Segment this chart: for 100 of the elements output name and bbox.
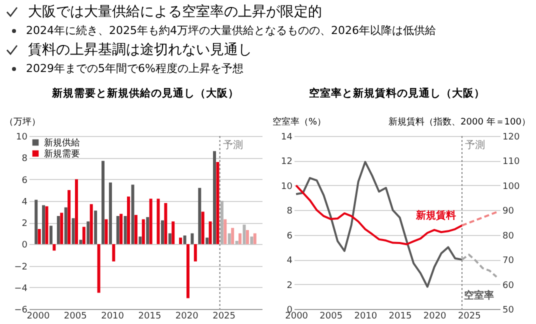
text: 大阪では大量供給による空室率の上昇が限定的 [28,3,322,22]
bar [138,236,142,244]
bar [134,214,138,244]
bar [97,244,100,293]
bar [68,190,71,244]
bar [131,184,134,244]
line-series [295,160,463,288]
bar [38,228,41,244]
y-tick-label: 4 [286,256,293,266]
bar [194,244,197,262]
y-tick-label: −4 [14,284,28,294]
bar [216,162,220,244]
x-tick-label: 2015 [388,312,412,322]
x-tick-label: 2025 [458,312,481,322]
y2-tick-label: 50 [502,306,514,316]
bar [250,236,254,244]
y-axis-title: （万坪） [4,116,40,128]
y-tick-label: 12 [281,157,292,168]
bar [86,221,90,244]
y2-tick-label: 100 [502,182,520,192]
series-label: 新規賃料 [414,209,456,222]
legend-label: 新規需要 [44,148,80,160]
bar [82,226,86,244]
line-series [295,184,463,246]
line-series [460,254,498,278]
bar [179,238,182,244]
y-tick-label: 0 [22,240,28,251]
y2-tick-label: 90 [502,206,514,217]
bar [186,244,190,298]
bar [198,188,202,244]
x-tick-label: 2025 [212,312,236,322]
bar [235,240,238,244]
x-tick-label: 2000 [26,312,50,322]
y2-tick-label: 70 [502,256,514,266]
x-tick-label: 2020 [423,312,447,322]
bar [79,240,82,244]
y2-tick-label: 60 [502,280,514,291]
y-tick-label: 8 [22,154,28,164]
bar [156,198,160,244]
bar [220,200,224,244]
x-tick-label: 2010 [354,312,378,322]
bar [160,220,164,244]
x-tick-label: 2005 [64,312,87,322]
bar [242,224,246,244]
bar [116,216,120,244]
bar [246,230,249,244]
y2-tick-label: 80 [502,231,514,242]
y-tick-label: 10 [16,132,28,142]
ref-line-label: 予測 [464,139,485,151]
ref-line-label: 予測 [222,139,243,151]
bar [74,179,78,244]
x-tick-label: 2005 [320,312,343,322]
bar [206,238,209,244]
y-tick-label: 14 [281,132,293,142]
bar [127,196,130,244]
bar [190,233,194,244]
bar [253,233,256,244]
y-tick-label: 6 [22,176,28,186]
bar [42,205,46,244]
text: 2024年に続き、2025年も約4万坪の大量供給となるものの、2026年以降は低供給 [26,23,436,39]
x-tick-label: 2015 [138,312,162,322]
text: 2029年までの5年間で6%程度の上昇を予想 [26,61,244,77]
bar [45,206,48,244]
bar [213,151,216,244]
text: 空室率 [464,290,494,302]
bar [146,217,150,244]
bar [104,219,108,244]
x-tick-label: 2020 [175,312,199,322]
bar [60,212,64,244]
bar [120,214,123,244]
text: 賃料の上昇基調は途切れない見通し [28,41,252,60]
bar [52,244,56,251]
y-tick-label: 4 [22,197,28,208]
bar [72,218,75,244]
y-tick-label: −6 [14,306,28,316]
bar [168,233,172,244]
chart-title: 空室率と新規賃料の見通し（大阪） [309,86,485,100]
bar [142,219,145,244]
chart-title: 新規需要と新規供給の見通し（大阪） [51,86,239,100]
bar [64,207,68,244]
y2-axis-title: 新規賃料（指数、2000 年＝100） [388,116,530,128]
y-tick-label: 2 [286,280,292,291]
y-tick-label: 2 [22,219,28,229]
bar [231,228,234,244]
bar [164,203,168,244]
bar [34,200,38,244]
bar [172,221,175,244]
bar [90,204,93,244]
bar [208,221,212,244]
bar [238,233,242,244]
bar [224,219,227,244]
bar [112,244,116,262]
bar [124,216,127,244]
y-tick-label: 8 [286,206,293,217]
bar [228,233,231,244]
bar [183,235,186,244]
y-tick-label: −2 [14,262,28,272]
bar [94,210,98,244]
legend-label: 新規供給 [44,138,80,148]
bar [108,182,112,244]
